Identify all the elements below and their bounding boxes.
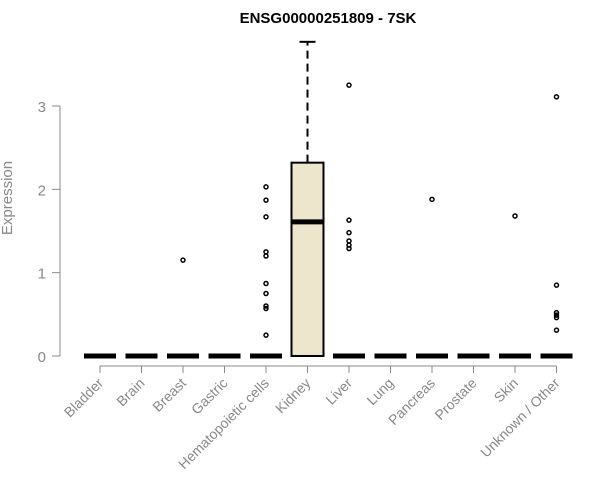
outlier-point (553, 327, 560, 333)
outlier-point (346, 238, 352, 244)
y-tick-label: 2 (38, 182, 46, 199)
x-tick-label: Kidney (272, 375, 314, 417)
outlier-point (263, 290, 269, 297)
outlier-point (512, 213, 518, 219)
box-group (416, 196, 448, 359)
chart-title: ENSG00000251809 - 7SK (240, 10, 417, 27)
y-axis-label: Expression (0, 161, 16, 235)
box-group (540, 94, 573, 359)
outlier-point (263, 214, 269, 220)
y-tick-label: 3 (38, 99, 46, 116)
x-tick-label: Brain (113, 375, 147, 409)
outlier-point (346, 245, 352, 252)
outlier-point (263, 332, 269, 338)
outlier-point (346, 82, 352, 88)
outlier-point (263, 303, 269, 309)
x-tick-label: Breast (149, 375, 189, 415)
outlier-point (263, 197, 269, 203)
x-tick-label: Bladder (61, 375, 107, 421)
box-group (499, 213, 531, 359)
boxes-layer (84, 40, 573, 359)
box-group (333, 82, 365, 359)
outlier-point (429, 196, 435, 203)
y-tick-label: 1 (38, 266, 46, 283)
outlier-point (553, 309, 560, 316)
x-tick-label: Skin (491, 375, 522, 406)
outlier-point (263, 305, 269, 312)
x-tick-label: Unknown / Other (477, 375, 563, 461)
outlier-point (553, 282, 560, 288)
outlier-point (263, 249, 269, 255)
outlier-point (346, 229, 352, 236)
x-tick-label: Liver (322, 375, 355, 408)
box-group (290, 40, 325, 357)
box-group (250, 184, 282, 359)
outlier-point (346, 217, 352, 223)
x-tick-label: Lung (363, 375, 396, 408)
x-tick-label: Prostate (431, 375, 479, 423)
box-group (167, 257, 199, 359)
box-body (290, 161, 325, 357)
outlier-point (263, 253, 269, 259)
outlier-point (553, 312, 560, 318)
outlier-point (553, 94, 560, 100)
y-tick-label: 0 (38, 349, 46, 366)
outlier-point (180, 257, 186, 263)
outlier-point (263, 280, 269, 287)
outlier-point (263, 184, 269, 190)
outlier-point (553, 314, 560, 321)
